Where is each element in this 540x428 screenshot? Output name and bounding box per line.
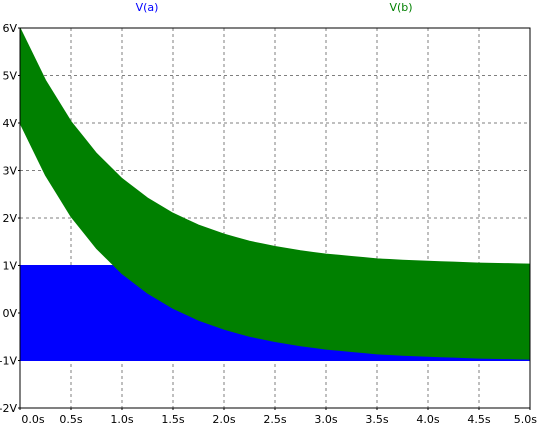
x-tick-label: 4.5s xyxy=(467,413,490,426)
y-axis: 6V 5V 4V 3V 2V 1V 0V -1V -2V xyxy=(0,22,20,415)
x-tick-label: 0.5s xyxy=(59,413,82,426)
x-axis: 0.0s 0.5s 1.0s 1.5s 2.0s 2.5s 3.0s 3.5s 4.0s 4.5s… xyxy=(19,408,537,426)
legend: V(a) V(b) xyxy=(136,1,413,14)
x-tick-label: 2.5s xyxy=(263,413,286,426)
y-tick-label: 3V xyxy=(2,165,17,178)
x-tick-label: 1.5s xyxy=(161,413,184,426)
y-tick-label: 5V xyxy=(2,70,17,83)
x-tick-label: 3.5s xyxy=(365,413,388,426)
x-tick-label: 2.0s xyxy=(212,413,235,426)
legend-entry-vb: V(b) xyxy=(389,1,412,14)
x-tick-label: 0.0s xyxy=(21,413,44,426)
y-tick-label: 4V xyxy=(2,117,17,130)
y-tick-label: 2V xyxy=(2,212,17,225)
y-tick-label: 1V xyxy=(2,260,17,273)
y-tick-label: -1V xyxy=(0,355,17,368)
x-tick-label: 5.0s xyxy=(514,413,537,426)
legend-entry-va: V(a) xyxy=(136,1,159,14)
y-tick-label: 0V xyxy=(2,307,17,320)
x-tick-label: 4.0s xyxy=(416,413,439,426)
x-tick-label: 3.0s xyxy=(314,413,337,426)
x-tick-label: 1.0s xyxy=(110,413,133,426)
y-tick-label: -2V xyxy=(0,402,17,415)
y-tick-label: 6V xyxy=(2,22,17,35)
